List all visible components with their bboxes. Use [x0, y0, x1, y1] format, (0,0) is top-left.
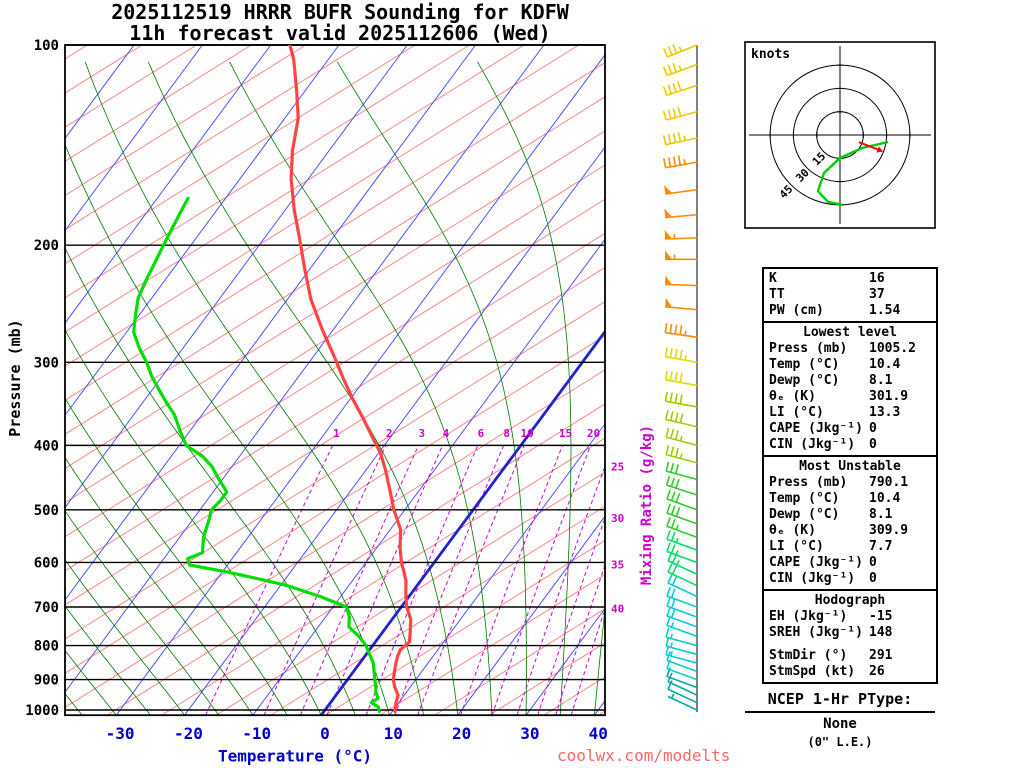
svg-text:500: 500: [34, 503, 59, 519]
svg-text:10: 10: [384, 724, 403, 743]
sounding-stats-panel: K 16 TT 37 PW (cm) 1.54 Lowest level Press (mb)…: [762, 267, 938, 684]
storm-motion-vector: [858, 141, 879, 151]
temperature-tick-labels: -30 -20 -10 0 10 20 30 40: [106, 724, 608, 743]
stats-row: θₑ (K) 309.9: [769, 523, 909, 538]
ptype-value: None: [823, 716, 857, 732]
stats-row: CAPE (Jkg⁻¹) 0: [769, 555, 877, 570]
hodograph-units-label: knots: [751, 47, 791, 62]
stats-section: K 16 TT 37 PW (cm) 1.54: [764, 269, 936, 321]
stats-row: θₑ (K) 301.9: [769, 389, 909, 404]
hodograph-trace: [816, 140, 889, 207]
stats-row: CIN (Jkg⁻¹) 0: [769, 571, 877, 586]
svg-text:3: 3: [419, 427, 426, 440]
svg-text:100: 100: [34, 38, 59, 54]
chart-title-line1: 2025112519 HRRR BUFR Sounding for KDFW: [111, 0, 569, 24]
svg-text:-30: -30: [106, 724, 135, 743]
mixing-ratio-axis-label: Mixing Ratio (g/kg): [639, 424, 655, 586]
stats-row: Press (mb) 790.1: [769, 475, 909, 490]
wind-barb-column: [662, 44, 698, 712]
stats-section-header: Lowest level: [803, 325, 897, 340]
svg-text:-10: -10: [242, 724, 271, 743]
temperature-curve: [288, 45, 413, 714]
svg-text:30: 30: [520, 724, 539, 743]
stats-section: Most Unstable Press (mb) 790.1 Temp (°C) 10.…: [764, 455, 936, 589]
svg-text:1: 1: [333, 427, 340, 440]
temperature-axis-label: Temperature (°C): [217, 746, 373, 766]
ptype-title: NCEP 1-Hr PType:: [767, 690, 913, 708]
stats-row: SREH (Jkg⁻¹) 148: [769, 625, 893, 640]
chart-title: 2025112519 HRRR BUFR Sounding for KDFW 1…: [40, 2, 640, 44]
svg-text:800: 800: [34, 639, 59, 655]
stats-row: StmSpd (kt) 26: [769, 664, 885, 679]
svg-text:1000: 1000: [25, 703, 59, 719]
svg-text:40: 40: [611, 603, 624, 616]
stats-row: Temp (°C) 10.4: [769, 357, 901, 372]
dewpoint-curve: [132, 196, 381, 714]
stats-row: K 16: [769, 271, 885, 286]
svg-text:400: 400: [34, 438, 59, 454]
stats-row: Dewp (°C) 8.1: [769, 507, 893, 522]
svg-text:35: 35: [611, 558, 624, 571]
svg-text:25: 25: [611, 460, 624, 473]
svg-text:700: 700: [34, 600, 59, 616]
chart-title-line2: 11h forecast valid 2025112606 (Wed): [129, 21, 551, 45]
stats-row: Press (mb) 1005.2: [769, 341, 916, 356]
plot-frame: [64, 44, 606, 717]
stats-row: CAPE (Jkg⁻¹) 0: [769, 421, 877, 436]
stats-row: CIN (Jkg⁻¹) 0: [769, 437, 877, 452]
svg-text:30: 30: [611, 512, 624, 525]
ptype-divider: [745, 711, 935, 713]
stats-row: StmDir (°) 291: [769, 648, 893, 663]
svg-text:20: 20: [452, 724, 471, 743]
stats-row: Dewp (°C) 8.1: [769, 373, 893, 388]
svg-text:0: 0: [320, 724, 330, 743]
skewt-background-lines: [65, 45, 605, 716]
svg-text:900: 900: [34, 673, 59, 689]
stats-row: LI (°C) 13.3: [769, 405, 901, 420]
svg-text:600: 600: [34, 555, 59, 571]
svg-text:2: 2: [386, 427, 393, 440]
ptype-block: NCEP 1-Hr PType: None (0" L.E.): [745, 690, 935, 749]
watermark-link[interactable]: coolwx.com/modelts: [557, 746, 731, 765]
svg-text:40: 40: [589, 724, 608, 743]
pressure-axis-label: Pressure (mb): [6, 319, 24, 437]
stats-section-header: Hodograph: [814, 593, 886, 608]
stats-row: EH (Jkg⁻¹) -15: [769, 609, 893, 624]
stats-row: PW (cm) 1.54: [769, 303, 901, 318]
svg-text:4: 4: [443, 427, 450, 440]
svg-text:10: 10: [521, 427, 534, 440]
mixing-ratio-labels: 1 2 3 4 6 8 10 15 20 25 30 35 40: [333, 427, 624, 616]
svg-text:200: 200: [34, 238, 59, 254]
ptype-detail: (0" L.E.): [807, 735, 873, 749]
stats-section: Hodograph EH (Jkg⁻¹) -15 SREH (Jkg⁻¹) 148 Stm…: [764, 589, 936, 682]
svg-text:-20: -20: [174, 724, 203, 743]
stats-row: Temp (°C) 10.4: [769, 491, 901, 506]
svg-text:8: 8: [503, 427, 510, 440]
svg-text:300: 300: [34, 355, 59, 371]
stats-row: LI (°C) 7.7: [769, 539, 893, 554]
stats-row: TT 37: [769, 287, 885, 302]
stats-section: Lowest level Press (mb) 1005.2 Temp (°C) 10.…: [764, 321, 936, 455]
svg-text:6: 6: [478, 427, 485, 440]
svg-text:20: 20: [587, 427, 600, 440]
svg-text:15: 15: [559, 427, 572, 440]
stats-section-header: Most Unstable: [799, 459, 901, 474]
